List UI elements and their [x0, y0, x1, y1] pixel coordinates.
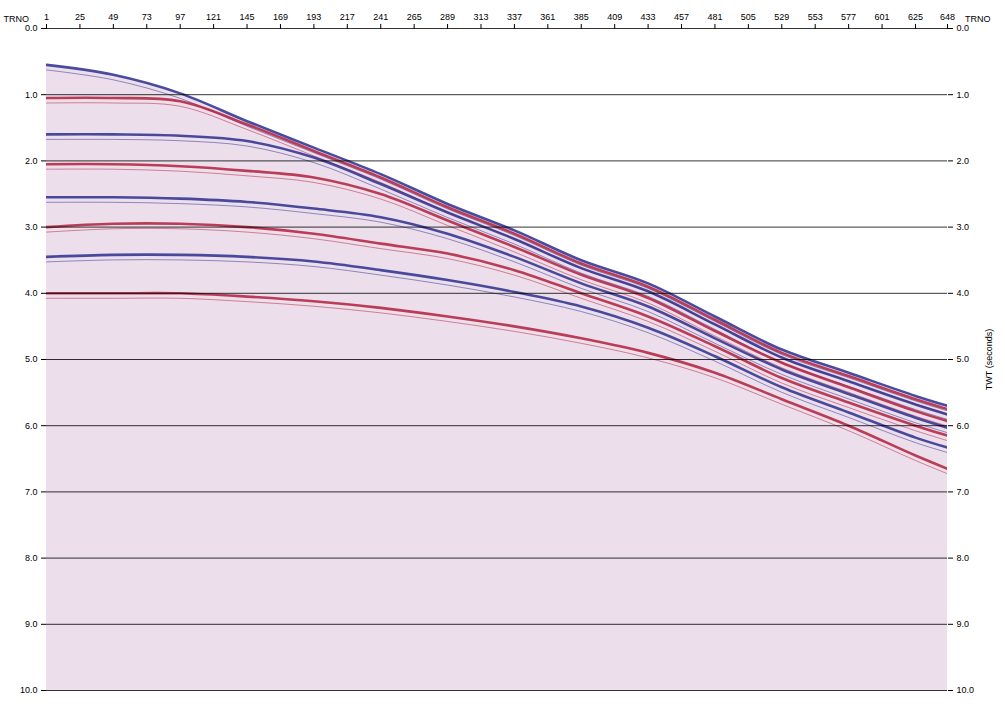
svg-text:625: 625	[908, 12, 923, 22]
svg-text:25: 25	[75, 12, 85, 22]
svg-text:1: 1	[44, 12, 49, 22]
svg-text:7.0: 7.0	[25, 487, 38, 497]
svg-text:648: 648	[940, 12, 955, 22]
svg-text:5.0: 5.0	[957, 354, 970, 364]
svg-text:TRNO: TRNO	[965, 14, 991, 24]
svg-text:409: 409	[607, 12, 622, 22]
svg-text:2.0: 2.0	[25, 156, 38, 166]
svg-text:8.0: 8.0	[25, 553, 38, 563]
svg-text:505: 505	[741, 12, 756, 22]
svg-text:481: 481	[707, 12, 722, 22]
svg-text:97: 97	[175, 12, 185, 22]
svg-text:121: 121	[206, 12, 221, 22]
svg-text:73: 73	[142, 12, 152, 22]
svg-text:361: 361	[540, 12, 555, 22]
svg-text:9.0: 9.0	[957, 619, 970, 629]
svg-text:8.0: 8.0	[957, 553, 970, 563]
svg-text:10.0: 10.0	[20, 685, 38, 695]
svg-text:1.0: 1.0	[25, 90, 38, 100]
svg-text:7.0: 7.0	[957, 487, 970, 497]
svg-text:553: 553	[808, 12, 823, 22]
svg-text:TRNO: TRNO	[4, 14, 30, 24]
svg-text:10.0: 10.0	[957, 685, 975, 695]
svg-text:169: 169	[273, 12, 288, 22]
svg-text:2.0: 2.0	[957, 156, 970, 166]
svg-text:457: 457	[674, 12, 689, 22]
svg-text:289: 289	[440, 12, 455, 22]
svg-text:6.0: 6.0	[957, 421, 970, 431]
svg-text:265: 265	[407, 12, 422, 22]
svg-text:529: 529	[774, 12, 789, 22]
svg-text:577: 577	[841, 12, 856, 22]
svg-text:TWT (seconds): TWT (seconds)	[984, 329, 994, 390]
svg-text:337: 337	[507, 12, 522, 22]
svg-text:193: 193	[306, 12, 321, 22]
svg-text:6.0: 6.0	[25, 421, 38, 431]
svg-text:241: 241	[373, 12, 388, 22]
svg-text:433: 433	[641, 12, 656, 22]
svg-text:145: 145	[240, 12, 255, 22]
svg-text:4.0: 4.0	[25, 288, 38, 298]
svg-text:601: 601	[875, 12, 890, 22]
svg-text:0.0: 0.0	[25, 23, 38, 33]
svg-text:5.0: 5.0	[25, 354, 38, 364]
svg-text:313: 313	[473, 12, 488, 22]
svg-text:3.0: 3.0	[957, 222, 970, 232]
svg-text:0.0: 0.0	[957, 23, 970, 33]
svg-text:49: 49	[108, 12, 118, 22]
svg-text:385: 385	[574, 12, 589, 22]
svg-text:4.0: 4.0	[957, 288, 970, 298]
svg-text:9.0: 9.0	[25, 619, 38, 629]
svg-text:217: 217	[340, 12, 355, 22]
svg-text:3.0: 3.0	[25, 222, 38, 232]
svg-text:1.0: 1.0	[957, 90, 970, 100]
